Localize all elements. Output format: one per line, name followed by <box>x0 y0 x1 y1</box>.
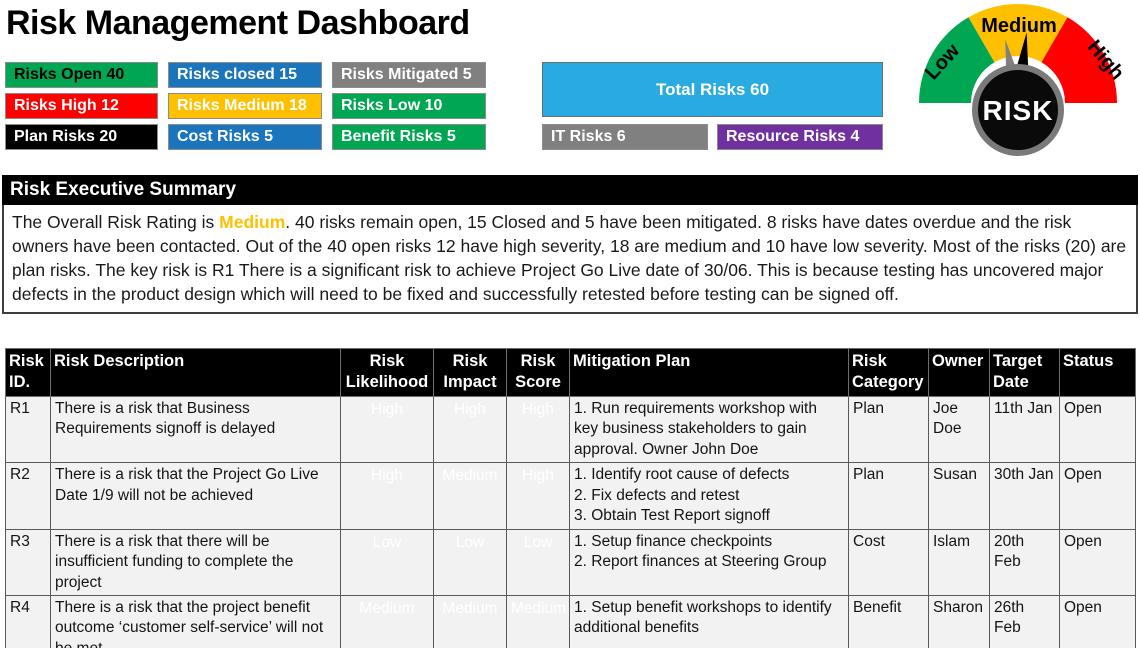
badge-plan-risks: Plan Risks 20 <box>5 124 158 150</box>
badge-risks-open: Risks Open 40 <box>5 62 158 88</box>
cell-risk-description: There is a risk that there will be insuf… <box>50 528 341 596</box>
gauge-segment-high <box>1041 17 1117 103</box>
summary-body: The Overall Risk Rating is Medium. 40 ri… <box>2 205 1138 314</box>
cell-risk-likelihood: High <box>340 462 434 530</box>
cell-risk-description: There is a risk that Business Requiremen… <box>50 395 341 464</box>
cell-risk-description: There is a risk that the Project Go Live… <box>50 462 341 530</box>
table-row: R1 There is a risk that Business Require… <box>5 395 1136 464</box>
badge-risks-mitigated: Risks Mitigated 5 <box>332 62 486 88</box>
cell-risk-id: R3 <box>5 528 51 596</box>
cell-risk-id: R1 <box>5 395 51 464</box>
column-header-risk-description: Risk Description <box>50 348 341 397</box>
gauge-segment-medium <box>968 4 1068 63</box>
cell-risk-impact: Low <box>433 528 507 596</box>
badge-risks-closed: Risks closed 15 <box>168 62 322 88</box>
column-header-owner: Owner <box>928 348 990 397</box>
summary-header: Risk Executive Summary <box>2 175 1138 205</box>
column-header-status: Status <box>1059 348 1136 397</box>
column-header-mitigation-plan: Mitigation Plan <box>569 348 849 397</box>
cell-risk-category: Plan <box>848 462 929 530</box>
cell-risk-score: Low <box>506 528 570 596</box>
cell-mitigation-plan: 1. Run requirements workshop with key bu… <box>569 395 849 464</box>
cell-mitigation-plan: 1. Setup finance checkpoints 2. Report f… <box>569 528 849 596</box>
badge-total-risks: Total Risks 60 <box>542 62 883 117</box>
page-title: Risk Management Dashboard <box>6 4 470 42</box>
cell-risk-category: Plan <box>848 395 929 464</box>
table-row: R3 There is a risk that there will be in… <box>5 528 1136 596</box>
cell-status: Open <box>1059 395 1136 464</box>
cell-target-date: 20th Feb <box>989 528 1060 596</box>
cell-risk-category: Benefit <box>848 594 929 648</box>
cell-risk-category: Cost <box>848 528 929 596</box>
cell-risk-id: R2 <box>5 462 51 530</box>
gauge-center-label: RISK <box>983 95 1054 126</box>
cell-risk-score: High <box>506 462 570 530</box>
cell-owner: Joe Doe <box>928 395 990 464</box>
column-header-risk-likelihood: Risk Likelihood <box>340 348 434 397</box>
cell-owner: Islam <box>928 528 990 596</box>
cell-mitigation-plan: 1. Setup benefit workshops to identify a… <box>569 594 849 648</box>
cell-owner: Sharon <box>928 594 990 648</box>
cell-risk-score: High <box>506 395 570 464</box>
cell-risk-id: R4 <box>5 594 51 648</box>
cell-target-date: 26th Feb <box>989 594 1060 648</box>
cell-mitigation-plan: 1. Identify root cause of defects 2. Fix… <box>569 462 849 530</box>
cell-target-date: 30th Jan <box>989 462 1060 530</box>
column-header-target-date: Target Date <box>989 348 1060 397</box>
gauge-segment-low <box>919 17 995 103</box>
risk-gauge-icon: RISK Low Medium High <box>919 4 1128 156</box>
column-header-risk-category: Risk Category <box>848 348 929 397</box>
gauge-label-medium: Medium <box>981 15 1057 37</box>
cell-target-date: 11th Jan <box>989 395 1060 464</box>
table-row: R4 There is a risk that the project bene… <box>5 594 1136 648</box>
summary-text-before: The Overall Risk Rating is <box>12 212 220 232</box>
cell-risk-impact: Medium <box>433 462 507 530</box>
column-header-risk-score: Risk Score <box>506 348 570 397</box>
badge-risks-low: Risks Low 10 <box>332 93 486 119</box>
cell-risk-likelihood: Low <box>340 528 434 596</box>
column-header-risk-impact: Risk Impact <box>433 348 507 397</box>
cell-risk-likelihood: High <box>340 395 434 464</box>
badge-risks-high: Risks High 12 <box>5 93 158 119</box>
cell-risk-impact: Medium <box>433 594 507 648</box>
cell-status: Open <box>1059 528 1136 596</box>
cell-status: Open <box>1059 462 1136 530</box>
cell-status: Open <box>1059 594 1136 648</box>
table-header-row: Risk ID. Risk Description Risk Likelihoo… <box>5 348 1136 397</box>
badge-benefit-risks: Benefit Risks 5 <box>332 124 486 150</box>
badge-risks-medium: Risks Medium 18 <box>168 93 322 119</box>
table-row: R2 There is a risk that the Project Go L… <box>5 462 1136 530</box>
badge-cost-risks: Cost Risks 5 <box>168 124 322 150</box>
risk-table: Risk ID. Risk Description Risk Likelihoo… <box>5 348 1136 648</box>
cell-risk-impact: High <box>433 395 507 464</box>
cell-owner: Susan <box>928 462 990 530</box>
cell-risk-description: There is a risk that the project benefit… <box>50 594 341 648</box>
summary-rating-highlight: Medium <box>219 212 286 232</box>
cell-risk-likelihood: Medium <box>340 594 434 648</box>
column-header-risk-id: Risk ID. <box>5 348 51 397</box>
gauge-hub <box>972 64 1064 156</box>
cell-risk-score: Medium <box>506 594 570 648</box>
summary-text-after: . 40 risks remain open, 15 Closed and 5 … <box>12 212 1127 305</box>
badge-it-risks: IT Risks 6 <box>542 124 708 150</box>
badge-resource-risks: Resource Risks 4 <box>717 124 883 150</box>
executive-summary: Risk Executive Summary The Overall Risk … <box>2 175 1138 314</box>
